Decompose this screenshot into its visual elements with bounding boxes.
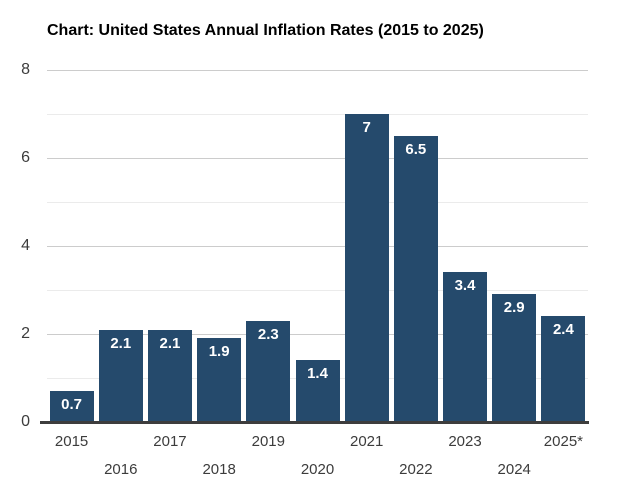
x-tick-label-2017: 2017: [153, 433, 187, 450]
bar-2018: 1.9: [197, 338, 242, 422]
y-tick-label-8: 8: [21, 61, 30, 78]
x-tick-label-2015: 2015: [54, 433, 89, 450]
x-tick-label-2025: 2025*: [543, 433, 584, 450]
bar-2016: 2.1: [98, 329, 143, 422]
bar-value-label: 2.3: [257, 325, 279, 343]
x-tick-label-2020: 2020: [300, 461, 335, 478]
bar-value-label: 1.4: [307, 365, 328, 383]
bar-value-label: 1.9: [208, 343, 230, 361]
x-axis-line: [40, 421, 589, 424]
bar-value-label: 2.9: [503, 299, 525, 317]
gridline-2: [47, 334, 588, 335]
x-tick-label-2023: 2023: [448, 433, 482, 450]
gridline-3: [47, 290, 588, 291]
bar-2017: 2.1: [147, 329, 192, 422]
x-tick-label-2019: 2019: [251, 433, 285, 450]
bar-2025: 2.4: [541, 316, 586, 422]
x-tick-label-2018: 2018: [202, 461, 236, 478]
bar-value-label: 2.1: [110, 334, 132, 352]
x-tick-label-2021: 2021: [349, 433, 384, 450]
bar-value-label: 6.5: [405, 141, 427, 158]
bar-value-label: 2.1: [159, 334, 181, 352]
x-tick-label-2024: 2024: [497, 461, 531, 478]
y-tick-label-4: 4: [21, 237, 30, 254]
bar-2022: 6.5: [393, 136, 438, 422]
gridline-5: [47, 202, 588, 203]
bar-2024: 2.9: [492, 294, 537, 422]
plot-area: 0.7 2.1 2.1 1.9 2.3 1.4 7 6.5 3.4 2.9 2.4: [47, 70, 588, 422]
y-tick-label-6: 6: [21, 149, 30, 166]
gridline-8: [47, 70, 588, 71]
bar-2019: 2.3: [246, 320, 291, 422]
bar-value-label: 7: [362, 119, 371, 136]
chart-title: Chart: United States Annual Inflation Ra…: [47, 22, 484, 39]
bar-2020: 1.4: [295, 360, 340, 422]
x-tick-label-2016: 2016: [104, 461, 138, 478]
bar-2021: 7: [344, 114, 389, 422]
x-tick-label-2022: 2022: [399, 461, 433, 478]
gridline-4: [47, 246, 588, 247]
bar-value-label: 3.4: [454, 277, 476, 295]
gridline-7: [47, 114, 588, 115]
y-tick-label-2: 2: [21, 325, 30, 342]
bar-value-label: 0.7: [61, 396, 82, 414]
bar-value-label: 2.4: [552, 321, 574, 339]
bar-2023: 3.4: [443, 272, 488, 422]
y-tick-label-0: 0: [21, 413, 30, 430]
gridline-6: [47, 158, 588, 159]
bar-2015: 0.7: [49, 391, 94, 422]
